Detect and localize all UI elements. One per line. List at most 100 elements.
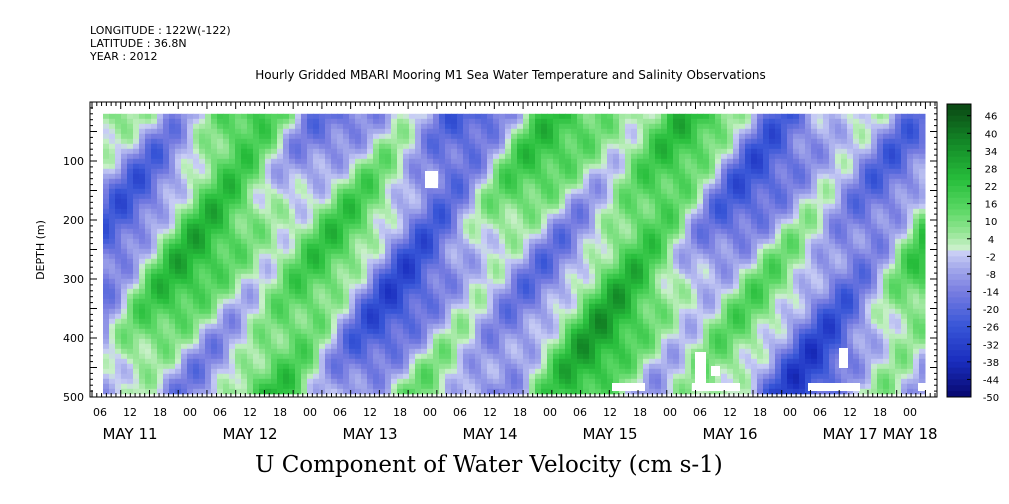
heatmap-cell <box>475 373 482 380</box>
heatmap-cell <box>601 188 608 195</box>
heatmap-cell <box>343 173 350 180</box>
heatmap-cell <box>127 148 134 155</box>
heatmap-cell <box>121 303 128 310</box>
heatmap-cell <box>193 238 200 245</box>
heatmap-cell <box>337 113 344 120</box>
heatmap-cell <box>319 173 326 180</box>
heatmap-cell <box>319 208 326 215</box>
heatmap-cell <box>595 188 602 195</box>
heatmap-cell <box>523 308 530 315</box>
heatmap-cell <box>565 303 572 310</box>
heatmap-cell <box>373 358 380 365</box>
heatmap-cell <box>565 323 572 330</box>
heatmap-cell <box>445 173 452 180</box>
heatmap-cell <box>361 288 368 295</box>
heatmap-cell <box>301 243 308 250</box>
heatmap-cell <box>199 198 206 205</box>
heatmap-cell <box>277 268 284 275</box>
heatmap-cell <box>475 358 482 365</box>
heatmap-cell <box>589 338 596 345</box>
heatmap-cell <box>247 188 254 195</box>
heatmap-cell <box>619 248 626 255</box>
heatmap-cell <box>427 133 434 140</box>
heatmap-cell <box>295 183 302 190</box>
heatmap-cell <box>193 278 200 285</box>
heatmap-cell <box>571 258 578 265</box>
heatmap-cell <box>415 188 422 195</box>
heatmap-cell <box>505 118 512 125</box>
heatmap-cell <box>541 318 548 325</box>
heatmap-cell <box>619 263 626 270</box>
heatmap-cell <box>445 158 452 165</box>
heatmap-cell <box>631 268 638 275</box>
heatmap-cell <box>139 378 146 385</box>
heatmap-cell <box>115 158 122 165</box>
heatmap-cell <box>361 273 368 280</box>
heatmap-cell <box>601 223 608 230</box>
heatmap-cell <box>541 293 548 300</box>
heatmap-cell <box>385 258 392 265</box>
heatmap-cell <box>277 208 284 215</box>
heatmap-cell <box>271 318 278 325</box>
heatmap-cell <box>397 158 404 165</box>
heatmap-cell <box>121 118 128 125</box>
heatmap-cell <box>211 193 218 200</box>
heatmap-cell <box>187 358 194 365</box>
heatmap-cell <box>463 358 470 365</box>
heatmap-cell <box>475 313 482 320</box>
heatmap-cell <box>613 143 620 150</box>
heatmap-cell <box>583 203 590 210</box>
heatmap-cell <box>505 253 512 260</box>
heatmap-cell <box>397 243 404 250</box>
heatmap-cell <box>481 258 488 265</box>
heatmap-cell <box>367 203 374 210</box>
heatmap-cell <box>535 203 542 210</box>
heatmap-cell <box>103 208 110 215</box>
heatmap-cell <box>523 263 530 270</box>
heatmap-cell <box>475 348 482 355</box>
heatmap-cell <box>595 383 602 390</box>
heatmap-cell <box>109 158 116 165</box>
heatmap-cell <box>409 333 416 340</box>
heatmap-cell <box>241 158 248 165</box>
heatmap-cell <box>577 118 584 125</box>
heatmap-cell <box>565 148 572 155</box>
heatmap-cell <box>205 283 212 290</box>
heatmap-cell <box>151 208 158 215</box>
heatmap-cell <box>319 278 326 285</box>
heatmap-cell <box>523 373 530 380</box>
heatmap-cell <box>505 158 512 165</box>
heatmap-cell <box>481 178 488 185</box>
heatmap-cell <box>145 318 152 325</box>
heatmap-cell <box>121 263 128 270</box>
heatmap-cell <box>415 203 422 210</box>
heatmap-cell <box>535 373 542 380</box>
heatmap-cell <box>307 363 314 370</box>
heatmap-cell <box>313 368 320 375</box>
heatmap-cell <box>631 273 638 280</box>
heatmap-cell <box>361 138 368 145</box>
heatmap-cell <box>157 308 164 315</box>
heatmap-cell <box>535 188 542 195</box>
heatmap-cell <box>625 348 632 355</box>
heatmap-cell <box>457 228 464 235</box>
heatmap-cell <box>139 313 146 320</box>
heatmap-cell <box>277 358 284 365</box>
heatmap-cell <box>109 168 116 175</box>
heatmap-cell <box>505 318 512 325</box>
heatmap-cell <box>631 263 638 270</box>
heatmap-cell <box>241 338 248 345</box>
heatmap-cell <box>517 198 524 205</box>
heatmap-cell <box>241 348 248 355</box>
heatmap-cell <box>499 373 506 380</box>
heatmap-cell <box>175 278 182 285</box>
heatmap-cell <box>577 193 584 200</box>
heatmap-cell <box>151 143 158 150</box>
heatmap-cell <box>349 333 356 340</box>
heatmap-cell <box>469 293 476 300</box>
heatmap-cell <box>421 318 428 325</box>
heatmap-cell <box>499 363 506 370</box>
heatmap-cell <box>553 213 560 220</box>
heatmap-cell <box>169 363 176 370</box>
heatmap-cell <box>355 348 362 355</box>
